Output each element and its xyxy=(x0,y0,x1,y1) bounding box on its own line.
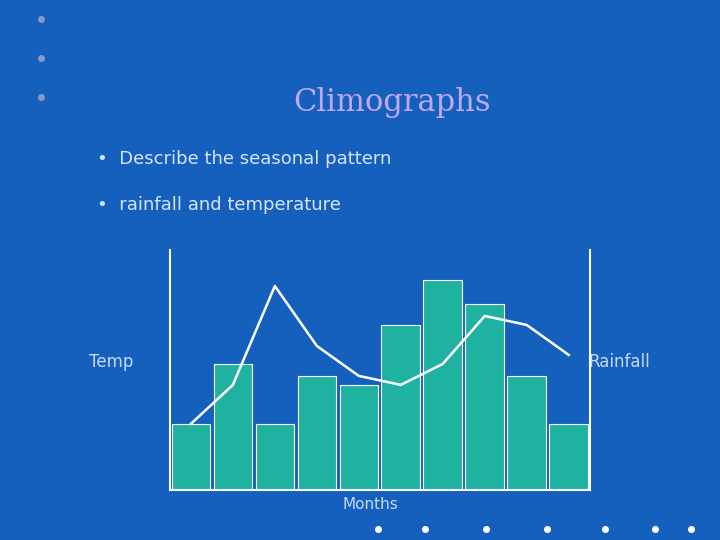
Text: Months: Months xyxy=(343,497,399,512)
Bar xyxy=(214,364,252,490)
Text: Climographs: Climographs xyxy=(294,87,491,118)
Bar xyxy=(508,376,546,490)
Bar xyxy=(256,424,294,490)
Bar xyxy=(423,280,462,490)
Text: •  rainfall and temperature: • rainfall and temperature xyxy=(97,195,341,214)
Bar xyxy=(340,385,378,490)
Bar xyxy=(549,424,588,490)
Bar xyxy=(382,325,420,490)
Bar xyxy=(465,304,504,490)
Bar xyxy=(171,424,210,490)
Text: Temp: Temp xyxy=(89,353,134,371)
Text: •  Describe the seasonal pattern: • Describe the seasonal pattern xyxy=(97,150,392,168)
Bar xyxy=(297,376,336,490)
Text: Rainfall: Rainfall xyxy=(588,353,650,371)
